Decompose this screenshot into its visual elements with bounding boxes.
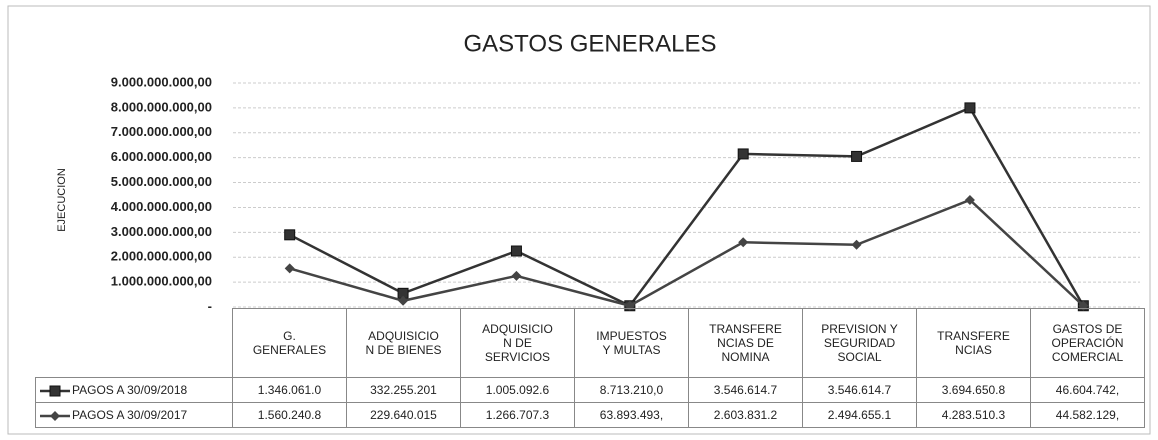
marker bbox=[50, 410, 60, 421]
marker bbox=[964, 194, 975, 205]
table-value: 229.640.015 bbox=[346, 402, 461, 428]
marker bbox=[511, 270, 522, 281]
category-header: GASTOS DE OPERACIÓN COMERCIAL bbox=[1030, 308, 1145, 378]
table-value: 2.603.831.2 bbox=[688, 402, 803, 428]
category-header: TRANSFERE NCIAS DE NOMINA bbox=[688, 308, 803, 378]
marker bbox=[284, 263, 295, 274]
y-tick-label: 9.000.000.000,00 bbox=[111, 74, 212, 89]
y-tick-label: - bbox=[208, 298, 212, 313]
y-tick-label: 5.000.000.000,00 bbox=[111, 174, 212, 189]
table-value: 3.546.614.7 bbox=[688, 377, 803, 403]
marker bbox=[737, 148, 749, 160]
data-table: G. GENERALES ADQUISICIO N DE BIENES ADQUIS… bbox=[35, 308, 1145, 428]
marker bbox=[398, 295, 409, 306]
table-value: 63.893.493, bbox=[574, 402, 689, 428]
table-value: 1.560.240.8 bbox=[232, 402, 347, 428]
category-header: TRANSFERE NCIAS bbox=[916, 308, 1031, 378]
table-value: 44.582.129, bbox=[1030, 402, 1145, 428]
legend-label: PAGOS A 30/09/2018 bbox=[72, 383, 188, 397]
frame bbox=[7, 5, 1151, 435]
table-value: 3.546.614.7 bbox=[802, 377, 917, 403]
legend-icon bbox=[40, 410, 70, 421]
category-header: ADQUISICIO N DE BIENES bbox=[346, 308, 461, 378]
marker bbox=[49, 385, 61, 397]
marker bbox=[510, 245, 522, 257]
y-tick-label: 4.000.000.000,00 bbox=[111, 199, 212, 214]
table-value: 4.283.510.3 bbox=[916, 402, 1031, 428]
marker bbox=[738, 237, 749, 248]
legend-icon bbox=[40, 385, 70, 397]
corner bbox=[36, 309, 233, 378]
y-tick-label: 8.000.000.000,00 bbox=[111, 99, 212, 114]
y-tick-label: 3.000.000.000,00 bbox=[111, 224, 212, 239]
table-value: 3.694.650.8 bbox=[916, 377, 1031, 403]
legend-entry: PAGOS A 30/09/2018 bbox=[35, 377, 233, 403]
marker bbox=[851, 150, 863, 162]
category-header: PREVISION Y SEGURIDAD SOCIAL bbox=[802, 308, 917, 378]
category-header: G. GENERALES bbox=[232, 308, 347, 378]
legend-label: PAGOS A 30/09/2017 bbox=[72, 408, 188, 422]
category-header: ADQUISICIO N DE SERVICIOS bbox=[460, 308, 575, 378]
table-value: 332.255.201 bbox=[346, 377, 461, 403]
chart-title: GASTOS GENERALES bbox=[464, 30, 717, 57]
marker bbox=[964, 102, 976, 114]
marker bbox=[851, 239, 862, 250]
table-value: 2.494.655.1 bbox=[802, 402, 917, 428]
table-value: 1.005.092.6 bbox=[460, 377, 575, 403]
y-tick-label: 7.000.000.000,00 bbox=[111, 124, 212, 139]
category-header: IMPUESTOS Y MULTAS bbox=[574, 308, 689, 378]
y-tick-label: 2.000.000.000,00 bbox=[111, 249, 212, 264]
table-value: 46.604.742, bbox=[1030, 377, 1145, 403]
table-value: 1.266.707.3 bbox=[460, 402, 575, 428]
y-tick-label: 1.000.000.000,00 bbox=[111, 274, 212, 289]
marker bbox=[284, 229, 296, 241]
y-tick-label: 6.000.000.000,00 bbox=[111, 149, 212, 164]
series-line bbox=[289, 198, 1085, 308]
table-value: 1.346.061.0 bbox=[232, 377, 347, 403]
table-value: 8.713.210,0 bbox=[574, 377, 689, 403]
series-line bbox=[289, 106, 1085, 308]
legend-entry: PAGOS A 30/09/2017 bbox=[35, 402, 233, 428]
y-axis-label: EJECUCION bbox=[56, 168, 68, 232]
